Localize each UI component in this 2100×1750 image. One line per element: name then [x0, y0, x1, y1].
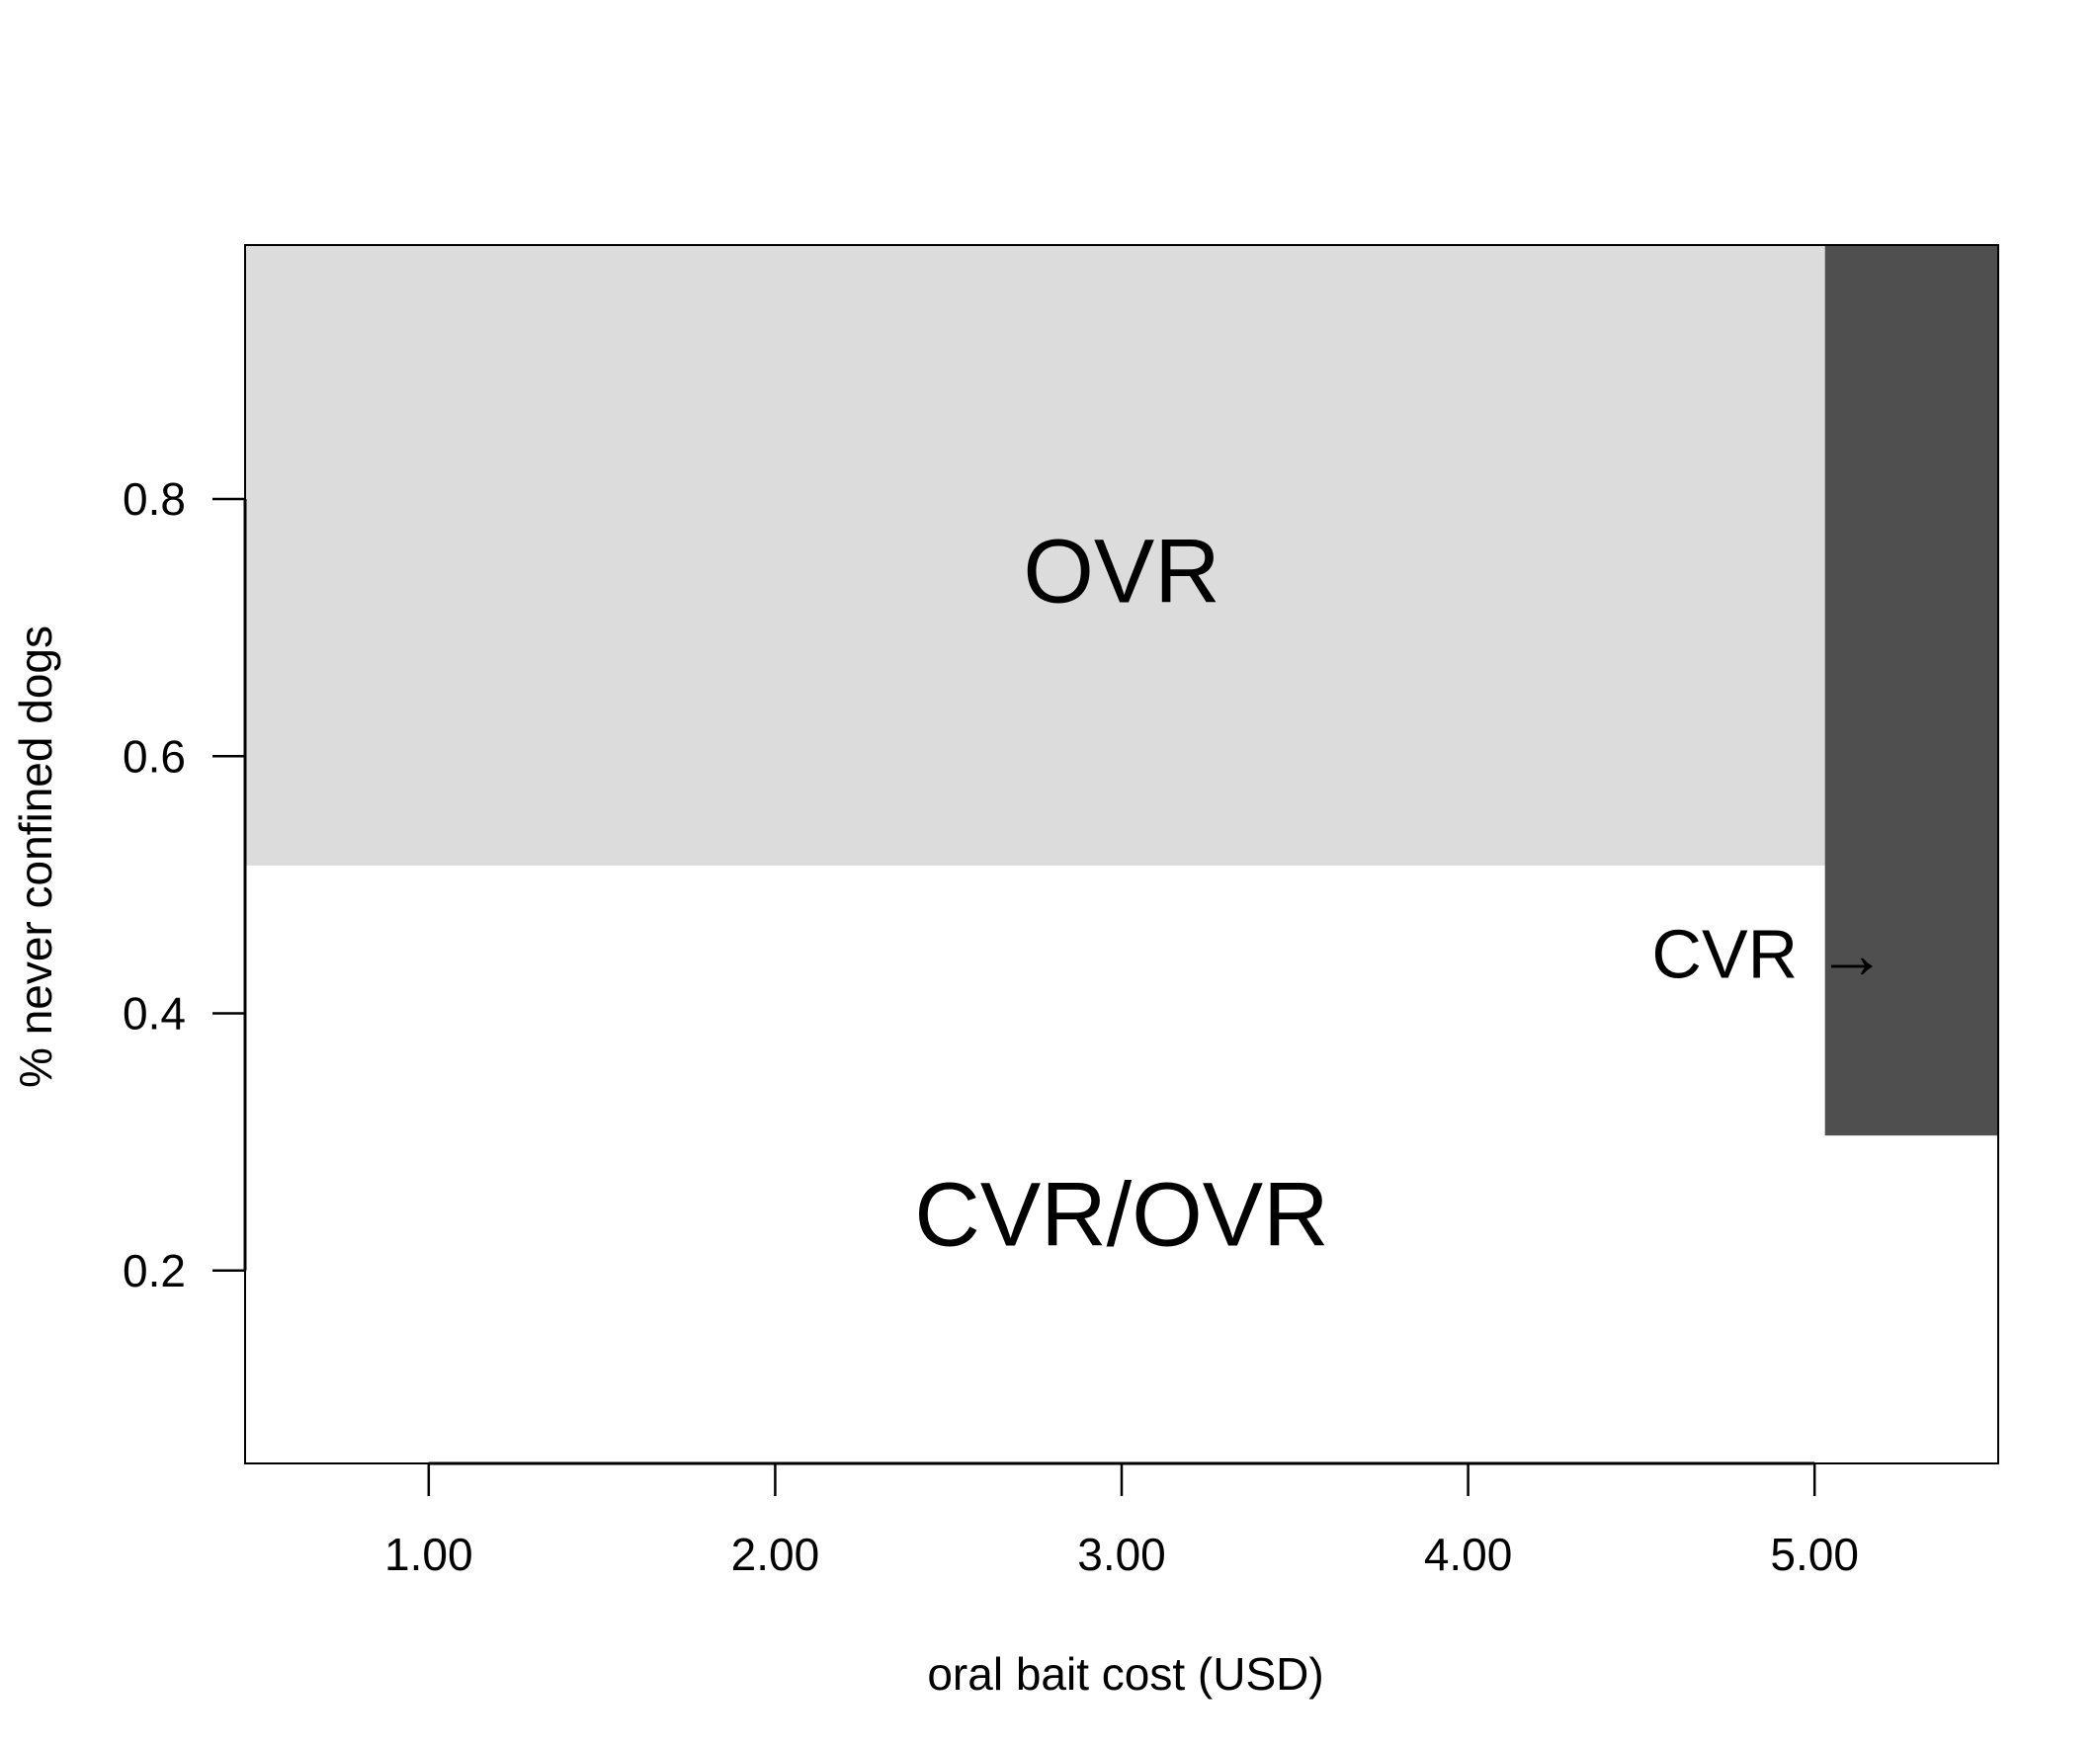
regions-layer: [245, 245, 1998, 1136]
region-ovr: [245, 245, 1825, 866]
axes-layer: 1.00 2.00 3.00 4.00 5.00 0.2 0.4 0.6 0.8: [123, 244, 1999, 1580]
x-tick-label: 2.00: [731, 1529, 820, 1580]
region-label-cvr-ovr: CVR/OVR: [914, 1164, 1328, 1265]
labels-layer: OVR CVR/OVR CVR →: [914, 522, 1886, 1266]
region-label-ovr: OVR: [1023, 522, 1219, 623]
x-tick-label: 5.00: [1770, 1529, 1859, 1580]
y-tick-label: 0.8: [123, 473, 186, 525]
y-tick-label: 0.4: [123, 988, 186, 1040]
y-tick-label: 0.2: [123, 1245, 186, 1296]
x-tick-label: 3.00: [1077, 1529, 1166, 1580]
y-axis-title: % never confined dogs: [10, 625, 61, 1088]
x-tick-label: 4.00: [1424, 1529, 1513, 1580]
y-tick-label: 0.6: [123, 730, 186, 782]
region-cvr-1: [1824, 245, 1998, 1136]
region-label-cvr: CVR →: [1651, 916, 1886, 993]
x-axis-title: oral bait cost (USD): [927, 1648, 1323, 1700]
x-tick-label: 1.00: [384, 1529, 473, 1580]
